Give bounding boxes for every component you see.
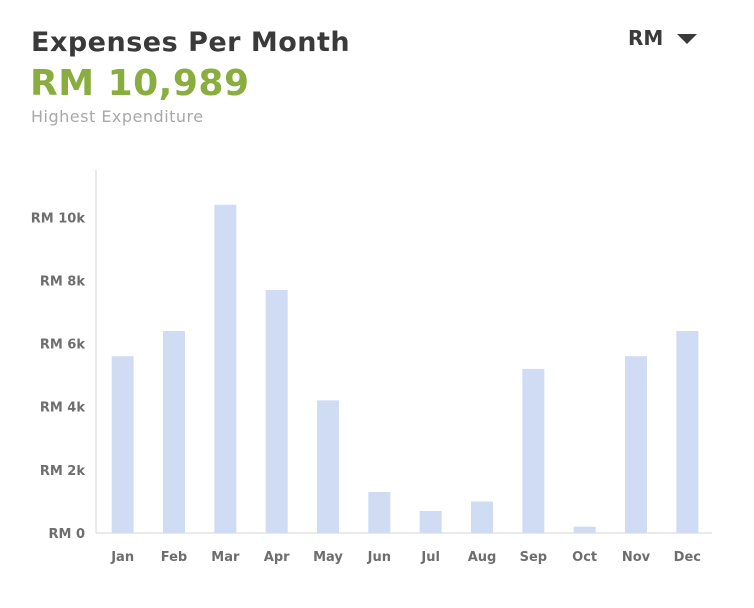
bar-aug[interactable] bbox=[471, 501, 493, 533]
bar-mar[interactable] bbox=[214, 204, 237, 533]
x-axis-labels: Jan Feb Mar Apr May Jun Jul Aug Sep Oct Nov Dec bbox=[110, 550, 701, 565]
x-tick-label: Sep bbox=[520, 550, 548, 565]
bar-jun[interactable] bbox=[368, 491, 391, 533]
x-tick-label: Apr bbox=[264, 550, 290, 565]
bar-sep[interactable] bbox=[522, 368, 545, 533]
bar-apr[interactable] bbox=[265, 289, 288, 533]
caret-down-icon bbox=[677, 34, 698, 44]
x-tick-label: Oct bbox=[572, 550, 597, 565]
bars bbox=[111, 204, 699, 533]
bar-jul[interactable] bbox=[419, 510, 442, 533]
y-tick-label: RM 10k bbox=[31, 211, 86, 226]
highest-expenditure-amount: RM 10,989 bbox=[30, 63, 250, 104]
y-axis-labels: RM 0 RM 2k RM 4k RM 6k RM 8k RM 10k bbox=[31, 211, 86, 542]
bar-jan[interactable] bbox=[111, 356, 134, 533]
x-tick-label: Nov bbox=[622, 550, 651, 565]
x-tick-label: Dec bbox=[674, 550, 701, 565]
x-tick-label: Mar bbox=[211, 550, 240, 565]
x-tick-label: May bbox=[313, 550, 343, 565]
currency-dropdown[interactable]: RM bbox=[628, 26, 698, 50]
x-tick-label: Aug bbox=[468, 550, 497, 565]
y-tick-label: RM 4k bbox=[40, 401, 86, 416]
bar-nov[interactable] bbox=[625, 356, 647, 533]
bar-oct[interactable] bbox=[573, 526, 596, 533]
y-tick-label: RM 2k bbox=[40, 464, 86, 479]
bar-feb[interactable] bbox=[163, 330, 185, 533]
bar-dec[interactable] bbox=[676, 330, 699, 533]
y-tick-label: RM 0 bbox=[48, 527, 85, 542]
x-tick-label: Jan bbox=[110, 550, 134, 565]
x-tick-label: Jul bbox=[420, 550, 440, 565]
y-tick-label: RM 6k bbox=[40, 338, 86, 353]
currency-label: RM bbox=[628, 26, 664, 50]
x-tick-label: Feb bbox=[161, 550, 187, 565]
x-tick-label: Jun bbox=[367, 550, 391, 565]
bar-may[interactable] bbox=[317, 400, 339, 533]
y-tick-label: RM 8k bbox=[40, 274, 86, 289]
chart-title: Expenses Per Month bbox=[31, 27, 351, 58]
highest-expenditure-label: Highest Expenditure bbox=[31, 107, 204, 126]
